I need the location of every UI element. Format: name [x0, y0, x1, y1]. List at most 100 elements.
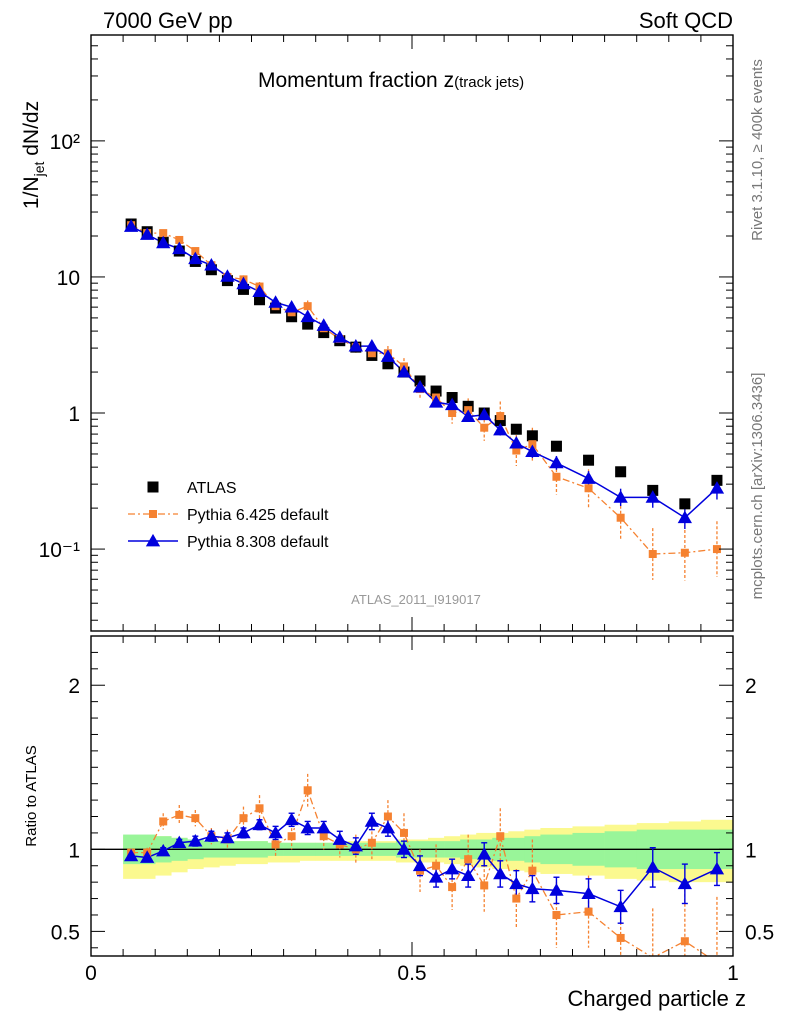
y-tick-label: 10⁻¹ — [39, 539, 80, 562]
pythia6-ratio-point — [271, 840, 280, 849]
pythia6-point — [191, 247, 200, 256]
ratio-y-tick-label-right: 0.5 — [745, 921, 774, 944]
pythia8-point — [140, 227, 155, 240]
pythia8-ratio-point — [428, 870, 444, 883]
pythia6-ratio-point — [528, 866, 537, 875]
pythia8-point — [300, 309, 315, 323]
main-title-text: Momentum fraction z — [258, 69, 454, 92]
pythia8-point — [364, 339, 380, 352]
pythia8-ratio-point — [709, 861, 725, 875]
main-title-subscript: (track jets) — [454, 74, 524, 91]
pythia6-ratio-point — [303, 786, 312, 795]
x-tick-label: 0 — [85, 962, 97, 985]
ratio-y-tick-label-right: 1 — [745, 839, 757, 862]
analysis-label: ATLAS_2011_I919017 — [351, 592, 481, 607]
pythia6-ratio-point — [191, 814, 200, 823]
atlas-point — [550, 440, 562, 452]
pythia8-point — [461, 409, 476, 423]
pythia8-point — [268, 295, 283, 308]
header-left: 7000 GeV pp — [103, 8, 233, 33]
atlas-point — [494, 415, 506, 427]
pythia6-ratio-point — [464, 855, 473, 864]
pythia6-ratio-point — [367, 838, 376, 847]
pythia8-ratio-point — [156, 843, 171, 857]
pythia6-ratio-point — [584, 907, 593, 916]
ratio-y-tick-label: 2 — [68, 675, 80, 698]
pythia8-ratio-point — [236, 825, 251, 839]
pythia8-point — [509, 436, 524, 449]
ratio-y-tick-label: 1 — [68, 839, 80, 862]
pythia6-ratio-point — [680, 937, 689, 946]
pythia8-point — [172, 241, 187, 255]
pythia8-ratio-point — [444, 861, 460, 875]
pythia6-ratio-point — [239, 814, 248, 823]
pythia8-point — [188, 251, 203, 265]
pythia8-point — [123, 219, 139, 232]
rivet-label: Rivet 3.1.10, ≥ 400k events — [749, 59, 766, 241]
pythia8-point — [581, 471, 596, 484]
pythia8-point — [380, 349, 396, 362]
legend-pythia8-marker — [145, 533, 161, 547]
pythia6-point — [512, 446, 521, 455]
pythia8-ratio-point — [316, 820, 331, 834]
pythia8-ratio-point — [509, 876, 524, 890]
pythia6-ratio-point — [175, 810, 184, 819]
ratio-series-layer — [123, 773, 725, 956]
pythia6-ratio-point — [287, 832, 296, 841]
pythia8-ratio-point — [172, 835, 187, 849]
pythia6-point — [680, 548, 689, 557]
pythia6-point — [175, 235, 184, 244]
pythia8-point — [444, 397, 460, 411]
ratio-y-tick-label-right: 2 — [745, 675, 757, 698]
pythia8-point — [477, 407, 492, 421]
pythia6-point — [496, 412, 505, 421]
pythia8-point — [549, 455, 564, 469]
atlas-point — [679, 498, 691, 510]
atlas-point — [286, 311, 298, 323]
legend-pythia6-marker — [149, 510, 157, 518]
pythia6-point — [303, 302, 312, 311]
x-axis-label: Charged particle z — [567, 986, 746, 1011]
atlas-point — [510, 423, 522, 435]
atlas-point — [382, 358, 394, 370]
atlas-point — [318, 327, 330, 339]
pythia8-ratio-point — [380, 820, 396, 834]
pythia8-ratio-point — [284, 812, 299, 826]
pythia6-point — [616, 513, 625, 522]
pythia6-ratio-point — [432, 861, 441, 870]
pythia8-point — [709, 481, 725, 494]
pythia6-ratio-point — [319, 832, 328, 841]
pythia8-ratio-point — [525, 881, 540, 895]
pythia8-point — [493, 422, 508, 436]
pythia6-point — [584, 484, 593, 493]
y-tick-label: 10² — [50, 131, 80, 154]
atlas-point — [446, 392, 458, 404]
pythia8-point — [412, 379, 428, 393]
pythia6-ratio-point — [512, 894, 521, 903]
pythia6-point — [528, 440, 537, 449]
ratio-y-tick-label: 0.5 — [51, 921, 80, 944]
main-title: Momentum fraction z(track jets) — [258, 69, 524, 92]
pythia6-ratio-point — [255, 804, 264, 813]
pythia6-point — [159, 229, 168, 238]
pythia8-point — [428, 395, 444, 408]
pythia8-ratio-point — [140, 850, 155, 863]
pythia6-ratio-point — [616, 933, 625, 942]
pythia8-point — [156, 235, 171, 249]
mcplots-label: mcplots.cern.ch [arXiv:1306.3436] — [749, 373, 766, 600]
pythia8-ratio-point — [477, 847, 492, 860]
pythia8-ratio-point — [613, 899, 628, 913]
pythia8-point — [316, 318, 331, 331]
pythia6-ratio-point — [480, 881, 489, 890]
pythia8-point — [252, 284, 267, 297]
pythia8-point — [348, 339, 363, 352]
pythia8-ratio-point — [677, 876, 692, 890]
pythia8-ratio-point — [204, 829, 219, 842]
pythia6-ratio-point — [496, 832, 505, 841]
pythia8-ratio-point — [220, 830, 235, 844]
atlas-point — [583, 454, 595, 466]
legend-pythia6-label: Pythia 6.425 default — [187, 507, 329, 524]
atlas-point — [237, 283, 249, 295]
pythia8-ratio-point — [348, 838, 363, 852]
header-right: Soft QCD — [639, 8, 733, 33]
